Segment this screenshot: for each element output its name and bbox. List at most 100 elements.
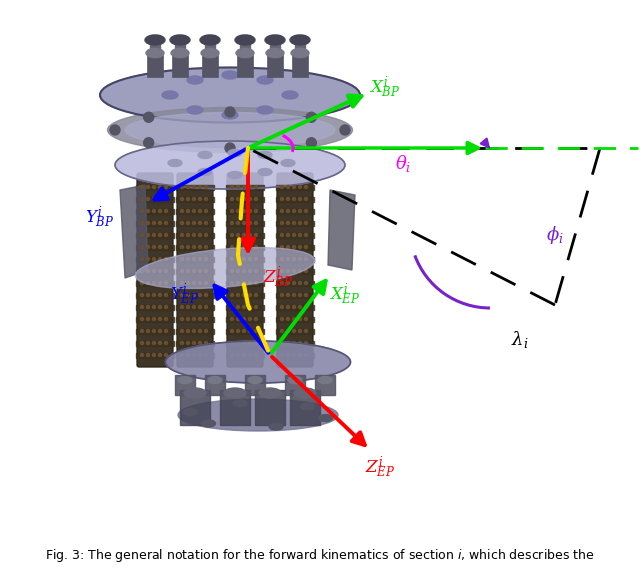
Circle shape xyxy=(305,329,307,332)
Bar xyxy=(176,269,214,274)
Circle shape xyxy=(205,342,207,345)
Circle shape xyxy=(243,258,246,261)
Circle shape xyxy=(164,269,168,272)
Bar xyxy=(176,341,214,346)
Circle shape xyxy=(292,221,296,224)
Ellipse shape xyxy=(184,409,197,416)
Circle shape xyxy=(230,318,234,321)
Circle shape xyxy=(205,185,207,188)
Circle shape xyxy=(198,221,202,224)
Circle shape xyxy=(243,245,246,248)
Circle shape xyxy=(141,353,143,356)
Circle shape xyxy=(159,305,161,309)
Bar xyxy=(226,341,264,346)
Circle shape xyxy=(186,210,189,212)
Circle shape xyxy=(141,258,143,261)
Ellipse shape xyxy=(235,35,255,45)
Circle shape xyxy=(292,185,296,188)
Bar xyxy=(176,221,214,226)
Ellipse shape xyxy=(282,91,298,99)
Circle shape xyxy=(193,221,195,224)
FancyBboxPatch shape xyxy=(137,173,173,367)
Circle shape xyxy=(280,245,284,248)
Circle shape xyxy=(230,258,234,261)
Bar xyxy=(202,55,218,77)
Ellipse shape xyxy=(265,35,285,45)
Circle shape xyxy=(243,294,246,296)
Circle shape xyxy=(198,245,202,248)
Ellipse shape xyxy=(258,168,272,176)
Circle shape xyxy=(193,342,195,345)
Circle shape xyxy=(152,197,156,201)
Ellipse shape xyxy=(202,420,216,427)
Circle shape xyxy=(141,185,143,188)
Bar xyxy=(136,293,174,298)
Ellipse shape xyxy=(266,49,284,58)
Bar xyxy=(226,329,264,334)
Circle shape xyxy=(230,353,234,356)
Ellipse shape xyxy=(168,160,182,167)
FancyBboxPatch shape xyxy=(277,173,313,367)
Circle shape xyxy=(164,210,168,212)
Bar xyxy=(226,209,264,214)
Ellipse shape xyxy=(187,106,203,114)
Circle shape xyxy=(164,318,168,321)
Circle shape xyxy=(147,305,150,309)
Circle shape xyxy=(159,318,161,321)
Circle shape xyxy=(141,294,143,296)
Circle shape xyxy=(205,210,207,212)
Circle shape xyxy=(243,269,246,272)
Circle shape xyxy=(292,258,296,261)
Circle shape xyxy=(198,294,202,296)
Circle shape xyxy=(110,125,120,135)
Circle shape xyxy=(159,210,161,212)
Text: $\lambda_i$: $\lambda_i$ xyxy=(511,329,529,350)
Circle shape xyxy=(205,318,207,321)
Bar xyxy=(276,257,314,262)
Circle shape xyxy=(307,112,316,122)
FancyBboxPatch shape xyxy=(227,173,263,367)
Circle shape xyxy=(305,210,307,212)
Circle shape xyxy=(237,185,239,188)
Circle shape xyxy=(147,282,150,285)
Circle shape xyxy=(292,245,296,248)
Bar xyxy=(147,55,163,77)
Circle shape xyxy=(193,269,195,272)
Circle shape xyxy=(193,258,195,261)
Circle shape xyxy=(237,197,239,201)
Ellipse shape xyxy=(145,35,165,45)
Bar xyxy=(295,35,305,57)
Text: $X^i_{BP}$: $X^i_{BP}$ xyxy=(369,75,401,101)
Circle shape xyxy=(287,342,289,345)
Circle shape xyxy=(147,269,150,272)
Circle shape xyxy=(243,329,246,332)
Circle shape xyxy=(280,329,284,332)
Circle shape xyxy=(230,185,234,188)
Circle shape xyxy=(292,269,296,272)
Circle shape xyxy=(147,197,150,201)
Circle shape xyxy=(198,329,202,332)
Circle shape xyxy=(152,221,156,224)
Circle shape xyxy=(141,221,143,224)
Circle shape xyxy=(198,282,202,285)
Circle shape xyxy=(292,282,296,285)
Circle shape xyxy=(152,353,156,356)
Circle shape xyxy=(193,329,195,332)
Circle shape xyxy=(186,318,189,321)
Ellipse shape xyxy=(135,248,315,288)
Circle shape xyxy=(159,294,161,296)
Bar xyxy=(176,293,214,298)
Circle shape xyxy=(141,318,143,321)
Circle shape xyxy=(230,305,234,309)
Bar xyxy=(176,245,214,250)
Bar xyxy=(136,197,174,202)
Circle shape xyxy=(186,305,189,309)
Circle shape xyxy=(280,221,284,224)
Bar xyxy=(267,55,283,77)
Ellipse shape xyxy=(318,376,332,383)
Circle shape xyxy=(186,342,189,345)
Circle shape xyxy=(141,210,143,212)
Bar xyxy=(176,257,214,262)
Circle shape xyxy=(159,342,161,345)
Circle shape xyxy=(243,197,246,201)
